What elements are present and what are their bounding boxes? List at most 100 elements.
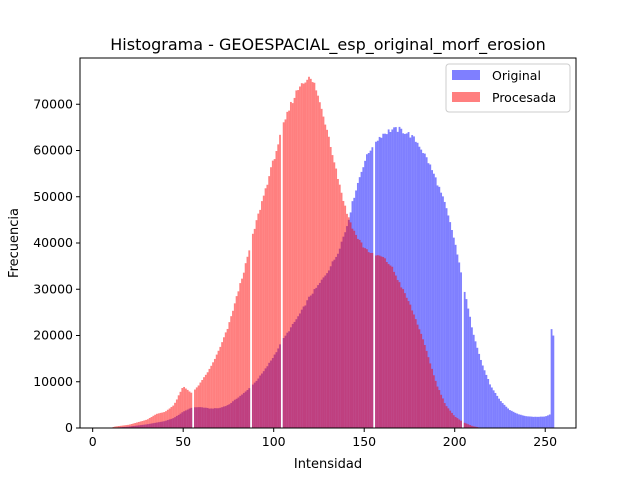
histogram-bar (304, 82, 307, 428)
histogram-bar (299, 86, 301, 428)
histogram-bar (201, 379, 204, 428)
histogram-bar (270, 167, 272, 428)
histogram-bar (268, 176, 271, 428)
histogram-bar (487, 379, 490, 428)
histogram-bar (400, 287, 403, 428)
histogram-bar (452, 237, 455, 428)
histogram-bar (206, 372, 209, 428)
histogram-bar (425, 157, 428, 428)
histogram-bar (376, 255, 379, 428)
histogram-bar (329, 146, 332, 429)
histogram-bar (317, 95, 319, 428)
y-axis: 0 10000 20000 30000 40000 50000 60000 70000 (33, 96, 80, 435)
histogram-bar (414, 141, 417, 428)
histogram-bar (393, 271, 395, 428)
histogram-bar (518, 414, 520, 428)
histogram-bar (438, 186, 441, 428)
histogram-bar (460, 272, 462, 428)
histogram-bar (331, 155, 334, 428)
histogram-bar (311, 82, 314, 428)
histogram-bar (494, 392, 497, 428)
histogram-bar (432, 375, 435, 428)
histogram-bar (244, 263, 247, 428)
histogram-bar (481, 365, 484, 428)
histogram-bar (340, 192, 343, 428)
histogram-bar (541, 416, 544, 428)
histogram-bar (489, 384, 491, 428)
histogram-bar (371, 252, 374, 428)
histogram-bar (543, 416, 546, 428)
histogram-bar (480, 359, 482, 428)
histogram-bar (465, 423, 468, 428)
histogram-bar (264, 188, 267, 428)
histogram-bar (525, 416, 528, 428)
histogram-bar (190, 392, 193, 428)
histogram-bar (469, 425, 472, 428)
histogram-bar (431, 170, 433, 429)
histogram-bar (527, 416, 529, 428)
histogram-bar (154, 414, 157, 428)
histogram-bar (284, 119, 287, 428)
histogram-bar (422, 153, 424, 429)
histogram-bar (208, 368, 211, 428)
histogram-bar (324, 124, 327, 428)
y-tick-label: 70000 (33, 96, 73, 111)
histogram-bar (148, 417, 151, 428)
histogram-bar (427, 357, 430, 428)
histogram-bar (199, 382, 202, 428)
histogram-bar (210, 365, 213, 428)
y-tick-label: 10000 (33, 374, 73, 389)
legend-label-original: Original (492, 68, 541, 83)
histogram-bar (242, 272, 245, 428)
histogram-bar (219, 346, 222, 428)
histogram-bar (300, 83, 303, 429)
histogram-bar (337, 178, 339, 428)
y-axis-label: Frecuencia (7, 208, 22, 278)
histogram-bar (136, 422, 138, 428)
histogram-bar (177, 395, 180, 428)
histogram-bar (552, 335, 555, 428)
histogram-bar (516, 413, 519, 428)
histogram-bar (440, 192, 443, 428)
histogram-bar (313, 82, 316, 428)
histogram-bar (432, 173, 435, 428)
histogram-bar (275, 151, 278, 428)
y-tick-label: 30000 (33, 281, 73, 296)
histogram-bar (510, 410, 513, 428)
y-tick-label: 40000 (33, 235, 73, 250)
histogram-bar (184, 388, 187, 428)
histogram-bar (351, 228, 354, 428)
histogram-bar (514, 412, 517, 428)
histogram-bar (404, 293, 406, 428)
histogram-bar (291, 103, 294, 429)
histogram-bar (548, 414, 551, 428)
histogram-bar (463, 422, 466, 428)
histogram-bar (418, 146, 421, 429)
histogram-bar (411, 135, 414, 428)
histogram-bar (241, 278, 243, 428)
histogram-bar (474, 341, 477, 428)
histogram-bar (431, 368, 433, 428)
histogram-bar (248, 250, 251, 428)
histogram-bar (382, 257, 385, 428)
histogram-bar (438, 390, 441, 428)
histogram-bar (465, 299, 468, 428)
histogram-bar (127, 424, 129, 428)
histogram-bar (157, 413, 160, 428)
histogram-bar (404, 133, 406, 428)
histogram-bar (545, 416, 548, 428)
histogram-bar (366, 249, 368, 428)
histogram-bar (407, 301, 410, 428)
histogram-bar (445, 406, 448, 428)
histogram-bar (442, 398, 444, 428)
y-tick-label: 60000 (33, 143, 73, 158)
histogram-bar (125, 425, 128, 428)
histogram-bar (349, 222, 352, 428)
legend-swatch-procesada (452, 92, 480, 102)
histogram-bar (128, 424, 131, 428)
x-tick-label: 200 (443, 434, 467, 449)
histogram-bar (420, 149, 423, 428)
histogram-bar (232, 310, 234, 428)
histogram-bar (505, 406, 508, 428)
histogram-bar (503, 404, 506, 428)
